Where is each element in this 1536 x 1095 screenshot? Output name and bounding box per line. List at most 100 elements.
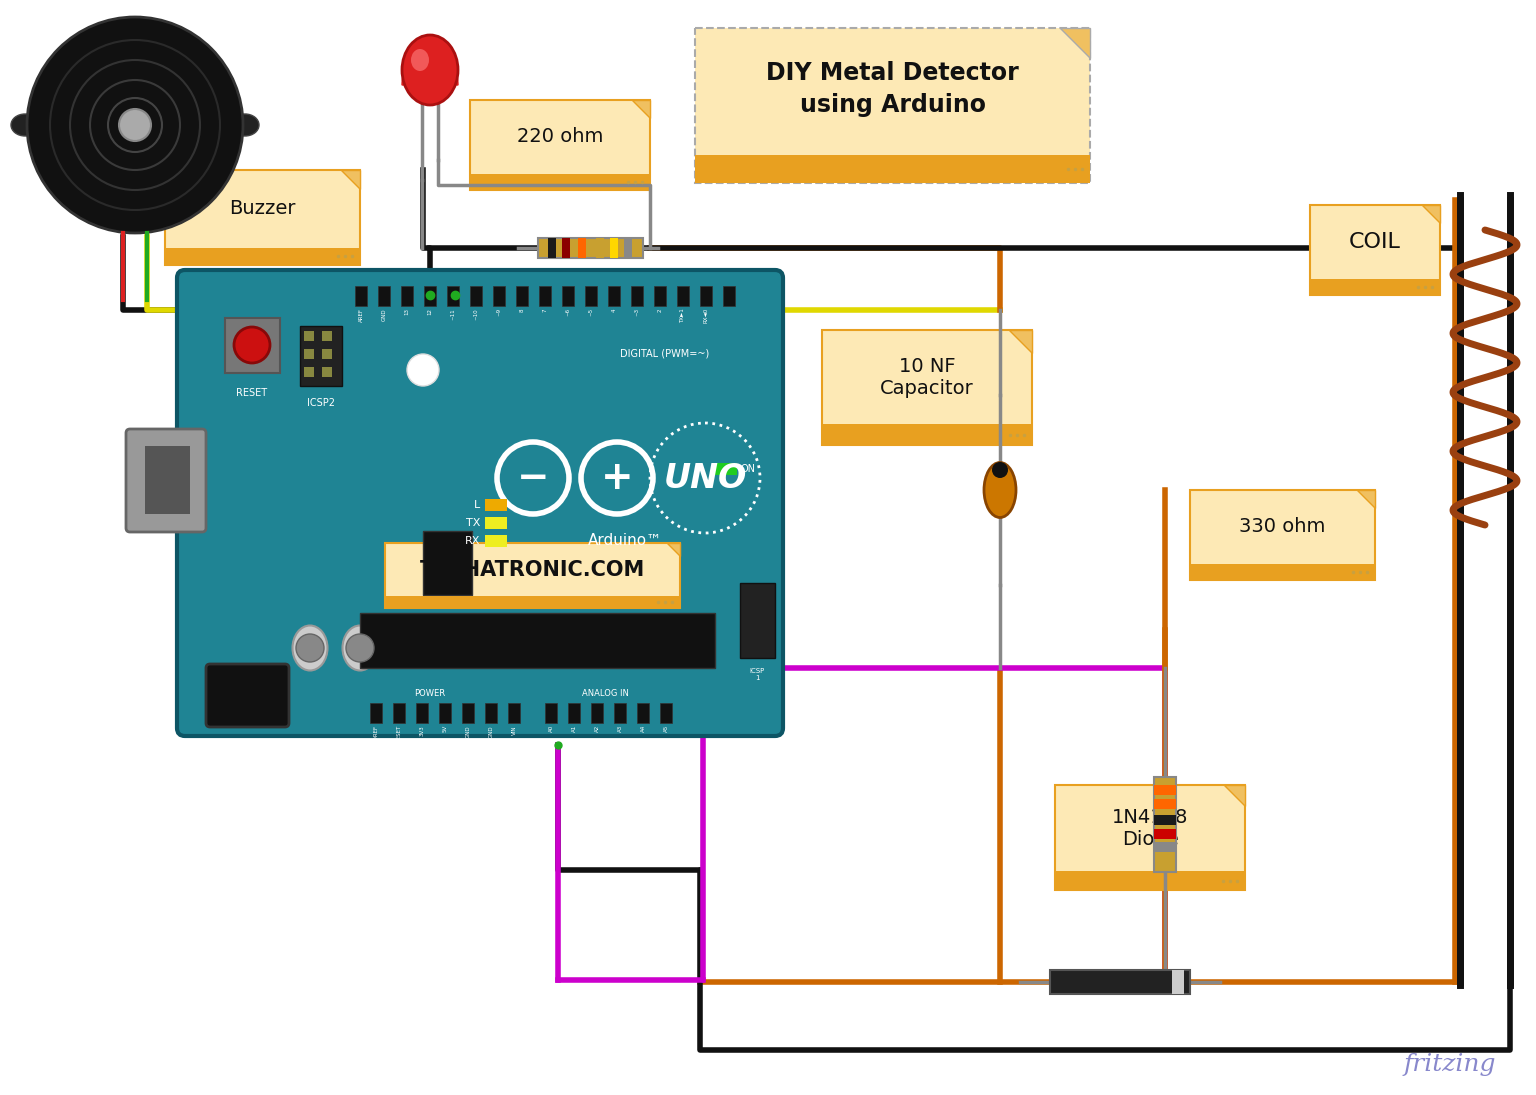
Text: −: − xyxy=(516,459,550,497)
Circle shape xyxy=(28,18,243,233)
Text: 5V: 5V xyxy=(442,725,447,733)
Text: 220 ohm: 220 ohm xyxy=(516,127,604,147)
Bar xyxy=(416,703,429,723)
Text: +: + xyxy=(601,459,633,497)
Polygon shape xyxy=(402,50,458,85)
Polygon shape xyxy=(667,543,680,556)
Ellipse shape xyxy=(343,625,378,670)
Bar xyxy=(1055,872,1246,890)
Polygon shape xyxy=(341,170,359,189)
Text: ON: ON xyxy=(740,464,756,474)
Bar xyxy=(508,703,521,723)
Ellipse shape xyxy=(412,49,429,71)
Bar xyxy=(637,703,650,723)
Bar xyxy=(323,367,332,377)
Bar xyxy=(370,703,382,723)
Bar xyxy=(304,349,313,359)
Bar xyxy=(470,100,650,191)
Circle shape xyxy=(296,634,324,662)
Circle shape xyxy=(118,110,151,141)
Bar xyxy=(1154,815,1177,825)
Bar xyxy=(485,703,498,723)
FancyBboxPatch shape xyxy=(422,531,472,595)
Bar xyxy=(1190,564,1375,580)
Bar xyxy=(485,535,507,548)
Bar xyxy=(485,499,507,511)
Ellipse shape xyxy=(230,114,260,136)
Text: 13: 13 xyxy=(404,308,410,315)
FancyBboxPatch shape xyxy=(177,270,783,736)
Bar xyxy=(1154,799,1177,809)
Text: ~9: ~9 xyxy=(496,308,501,316)
Bar xyxy=(591,703,604,723)
Text: GND: GND xyxy=(488,725,493,738)
Bar xyxy=(608,286,621,306)
Bar xyxy=(1055,785,1246,890)
Text: A4: A4 xyxy=(641,725,645,733)
Bar xyxy=(596,238,604,258)
Text: AREF: AREF xyxy=(358,308,364,322)
Bar xyxy=(359,613,714,668)
Polygon shape xyxy=(1356,489,1375,508)
Text: ANALOG IN: ANALOG IN xyxy=(582,689,628,698)
Text: RX: RX xyxy=(464,535,481,546)
Text: ~10: ~10 xyxy=(473,308,479,320)
Bar xyxy=(714,463,737,475)
Bar xyxy=(654,286,667,306)
Bar xyxy=(516,286,528,306)
Polygon shape xyxy=(1060,28,1091,58)
Ellipse shape xyxy=(985,462,1015,518)
Text: ~11: ~11 xyxy=(450,308,456,320)
Text: L: L xyxy=(473,500,481,510)
Text: 12: 12 xyxy=(427,308,433,315)
Bar xyxy=(1154,777,1177,872)
Bar xyxy=(1154,829,1177,839)
Bar xyxy=(447,286,459,306)
Bar xyxy=(585,286,598,306)
Text: GND: GND xyxy=(465,725,470,738)
Bar xyxy=(694,28,1091,183)
Bar xyxy=(1310,205,1441,295)
Text: 4: 4 xyxy=(611,308,616,311)
Bar xyxy=(164,170,359,265)
Bar xyxy=(562,286,574,306)
Bar xyxy=(539,286,551,306)
Bar xyxy=(470,286,482,306)
Bar xyxy=(694,155,1091,183)
Bar xyxy=(538,238,644,258)
Circle shape xyxy=(346,634,373,662)
Bar xyxy=(470,174,650,191)
Text: A2: A2 xyxy=(594,725,599,733)
Bar xyxy=(578,238,587,258)
Text: 3V3: 3V3 xyxy=(419,725,424,736)
Text: TX►1: TX►1 xyxy=(680,308,685,323)
Text: UNO: UNO xyxy=(664,461,746,495)
Text: TECHATRONIC.COM: TECHATRONIC.COM xyxy=(419,560,645,579)
Bar xyxy=(660,703,673,723)
Ellipse shape xyxy=(11,114,38,136)
Text: 10 NF
Capacitor: 10 NF Capacitor xyxy=(880,357,974,397)
Text: 2: 2 xyxy=(657,308,662,311)
Text: GND: GND xyxy=(381,308,387,321)
Polygon shape xyxy=(1224,785,1246,806)
Bar xyxy=(740,583,776,658)
Bar xyxy=(164,247,359,265)
Text: 330 ohm: 330 ohm xyxy=(1240,518,1326,537)
Text: ~6: ~6 xyxy=(565,308,570,316)
Text: ICSP2: ICSP2 xyxy=(307,397,335,408)
Text: DIY Metal Detector
using Arduino: DIY Metal Detector using Arduino xyxy=(766,61,1018,117)
FancyBboxPatch shape xyxy=(126,429,206,532)
Text: TX: TX xyxy=(465,518,481,528)
Bar xyxy=(822,424,1032,445)
Text: VIN: VIN xyxy=(511,725,516,735)
Text: RX◄0: RX◄0 xyxy=(703,308,708,323)
Text: RESET: RESET xyxy=(396,725,401,742)
Bar xyxy=(493,286,505,306)
Bar xyxy=(1172,970,1184,994)
Bar xyxy=(562,238,570,258)
Text: 8: 8 xyxy=(519,308,524,311)
Bar xyxy=(1051,970,1190,994)
Text: COIL: COIL xyxy=(1349,232,1401,252)
Text: POWER: POWER xyxy=(415,689,445,698)
Bar xyxy=(355,286,367,306)
